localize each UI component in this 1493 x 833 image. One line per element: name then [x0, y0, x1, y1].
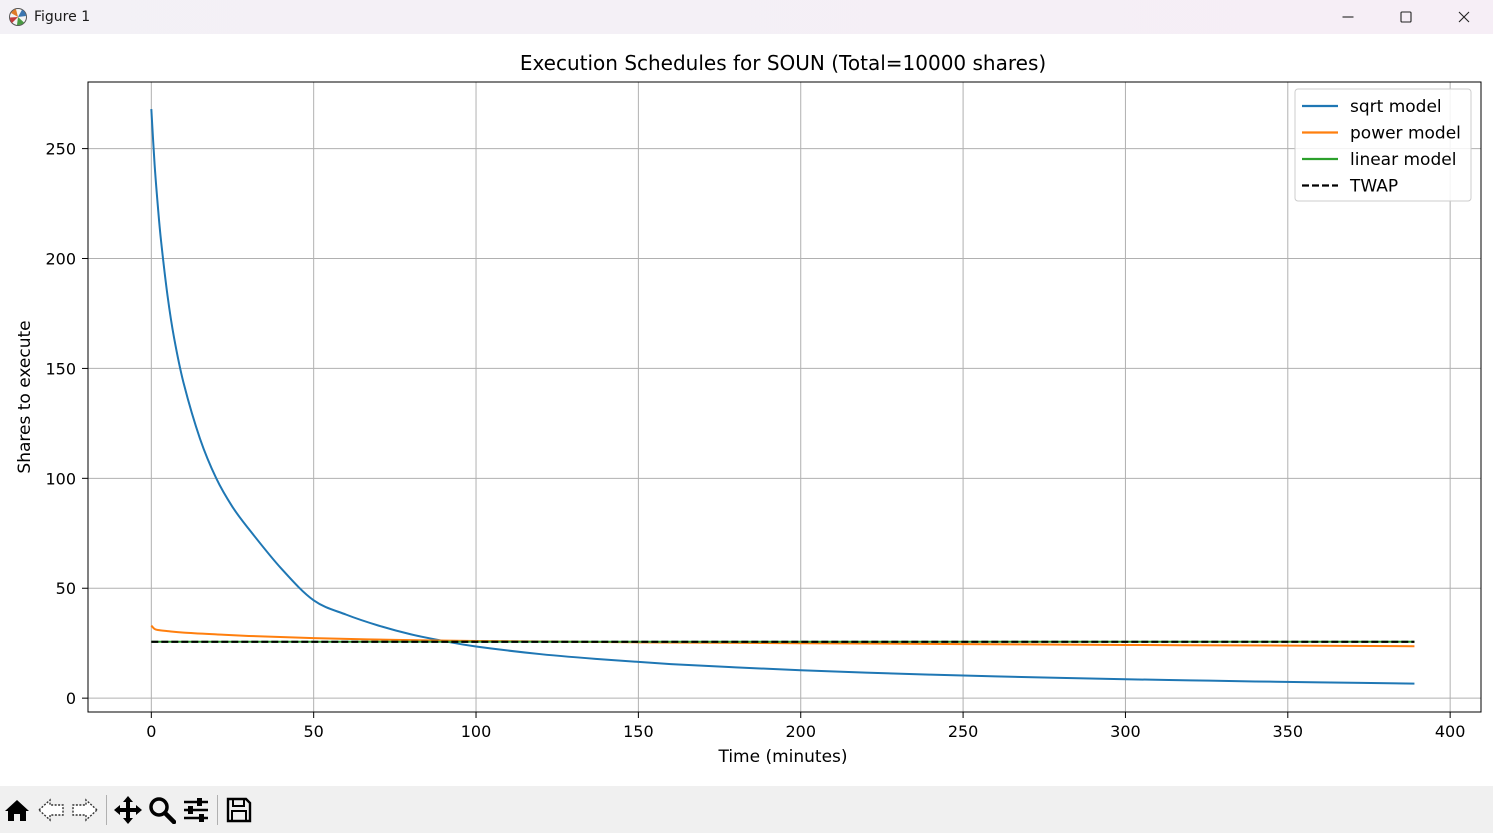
- pan-move-icon: [114, 795, 142, 824]
- x-tick-label: 200: [785, 722, 816, 741]
- plot-series: [150, 108, 1415, 685]
- close-button[interactable]: [1435, 0, 1493, 34]
- y-axis-label: Shares to execute: [15, 320, 35, 473]
- home-button[interactable]: [0, 790, 34, 830]
- y-tick-label: 0: [66, 689, 76, 708]
- minimize-icon: [1342, 16, 1354, 18]
- legend-box: [1294, 88, 1472, 202]
- save-button[interactable]: [222, 790, 256, 830]
- x-tick-label: 150: [623, 722, 654, 741]
- forward-button[interactable]: [68, 790, 102, 830]
- toolbar-separator: [106, 794, 107, 825]
- x-tick-label: 400: [1435, 722, 1466, 741]
- legend-label-linear-model: linear model: [1350, 150, 1456, 170]
- minimize-button[interactable]: [1319, 0, 1377, 34]
- x-axis-label: Time (minutes): [717, 747, 847, 767]
- legend-label-twap: TWAP: [1349, 177, 1398, 197]
- back-button[interactable]: [34, 790, 68, 830]
- back-arrow-icon: [37, 797, 64, 822]
- navigation-toolbar: [0, 786, 1493, 833]
- zoom-button[interactable]: [145, 790, 179, 830]
- y-tick-label: 150: [45, 359, 76, 378]
- maximize-icon: [1400, 11, 1412, 23]
- toolbar-separator: [217, 794, 218, 825]
- x-tick-label: 50: [303, 722, 323, 741]
- figure-canvas[interactable]: Execution Schedules for SOUN (Total=1000…: [0, 34, 1493, 786]
- save-disk-icon: [226, 797, 252, 822]
- window-titlebar: Figure 1: [0, 0, 1493, 34]
- pan-button[interactable]: [111, 790, 145, 830]
- y-tick-label: 100: [45, 469, 76, 488]
- series-line-power-model: [150, 624, 1415, 648]
- window-controls: [1319, 0, 1493, 34]
- series-line-sqrt-model: [150, 108, 1415, 685]
- y-tick-label: 200: [45, 250, 76, 269]
- window-title: Figure 1: [34, 9, 91, 25]
- x-tick-label: 100: [461, 722, 492, 741]
- maximize-button[interactable]: [1377, 0, 1435, 34]
- chart-title: Execution Schedules for SOUN (Total=1000…: [520, 51, 1046, 75]
- home-icon: [5, 799, 29, 821]
- x-tick-label: 0: [146, 722, 156, 741]
- legend-label-power-model: power model: [1350, 124, 1461, 144]
- zoom-magnifier-icon: [149, 796, 176, 824]
- legend-label-sqrt-model: sqrt model: [1350, 97, 1442, 117]
- forward-arrow-icon: [72, 797, 99, 822]
- close-icon: [1458, 11, 1470, 23]
- x-tick-label: 300: [1110, 722, 1141, 741]
- y-tick-label: 250: [45, 140, 76, 159]
- axis-ticks: 0 50 100 150 200 250 300 350 400 0 50 100 150 200 250: [45, 140, 1465, 741]
- line-chart: Execution Schedules for SOUN (Total=1000…: [15, 51, 1482, 767]
- configure-subplots-icon: [184, 797, 208, 822]
- y-tick-label: 50: [56, 579, 76, 598]
- matplotlib-figure-icon: [9, 8, 27, 26]
- x-tick-label: 350: [1273, 722, 1304, 741]
- plot-frame: [87, 81, 1482, 713]
- x-tick-label: 250: [948, 722, 979, 741]
- legend: sqrt model power model linear model TWAP: [1294, 88, 1472, 202]
- configure-subplots-button[interactable]: [179, 790, 213, 830]
- grid-lines: [88, 82, 1481, 712]
